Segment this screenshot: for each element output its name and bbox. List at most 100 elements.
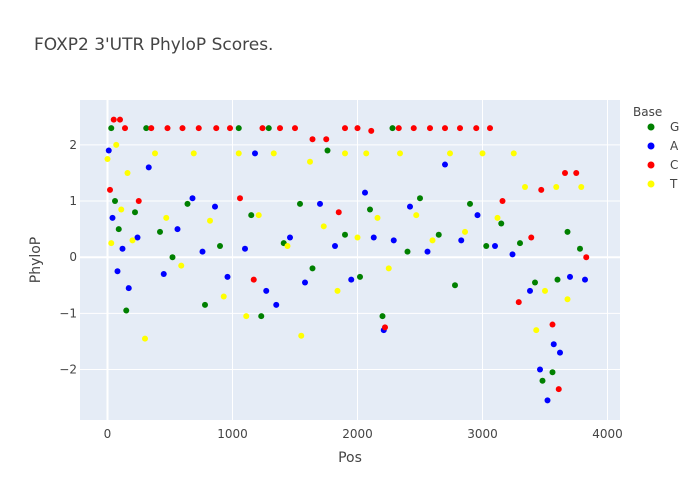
legend-marker-t (647, 180, 655, 188)
point-t (510, 150, 517, 157)
point-t (142, 335, 148, 342)
point-t (220, 293, 227, 300)
point-a (199, 248, 206, 255)
point-a (317, 200, 323, 207)
point-t (243, 313, 250, 320)
point-a (544, 397, 551, 404)
y-axis-label: PhyloP (28, 237, 44, 284)
point-g (452, 282, 458, 289)
point-a (537, 366, 543, 373)
y-tick-label: 0 (69, 250, 77, 264)
point-a (348, 276, 355, 283)
legend-item-a[interactable]: A (647, 139, 680, 153)
point-a (145, 164, 152, 171)
legend-label-c: C (670, 158, 678, 172)
point-g (258, 313, 265, 320)
point-c (555, 386, 562, 393)
point-g (265, 125, 272, 132)
point-g (357, 273, 363, 280)
point-a (567, 273, 573, 280)
x-axis-label: Pos (338, 450, 362, 466)
point-a (407, 203, 413, 210)
point-t (522, 184, 528, 191)
legend-item-c[interactable]: C (647, 158, 679, 172)
point-g (309, 265, 316, 272)
point-a (332, 242, 338, 249)
point-a (492, 242, 498, 249)
point-g (367, 206, 373, 213)
point-g (483, 242, 490, 249)
y-tick-label: 1 (69, 194, 77, 208)
point-a (370, 234, 377, 241)
point-c (259, 125, 266, 132)
x-tick-label: 2000 (342, 427, 373, 441)
legend-label-a: A (670, 139, 679, 153)
point-g (417, 195, 423, 202)
point-g (467, 200, 473, 207)
point-t (152, 150, 158, 157)
point-t (113, 141, 120, 148)
point-c (179, 125, 186, 132)
point-a (390, 237, 397, 244)
point-t (255, 212, 262, 219)
point-c (354, 125, 361, 132)
point-c (148, 125, 155, 132)
point-c (395, 125, 402, 132)
point-a (557, 349, 563, 356)
point-t (533, 327, 540, 334)
point-t (104, 155, 111, 162)
point-a (114, 268, 121, 275)
legend-title: Base (633, 105, 662, 119)
point-c (562, 169, 568, 176)
point-a (362, 189, 368, 196)
point-a (442, 161, 448, 168)
point-t (270, 150, 277, 157)
point-a (287, 234, 293, 241)
point-t (207, 217, 213, 224)
point-c (335, 209, 342, 216)
x-tick-label: 0 (104, 427, 112, 441)
point-c (309, 136, 316, 143)
point-c (107, 186, 113, 193)
legend-marker-c (647, 161, 655, 169)
point-g (324, 147, 331, 154)
y-tick-label: 2 (69, 138, 77, 152)
x-tick-label: 1000 (217, 427, 248, 441)
point-g (554, 276, 561, 283)
point-c (342, 125, 348, 132)
point-c (382, 324, 388, 331)
point-c (573, 169, 580, 176)
point-g (379, 313, 386, 320)
point-c (528, 234, 535, 241)
point-a (109, 214, 116, 221)
point-t (578, 184, 585, 191)
legend-item-g[interactable]: G (647, 120, 680, 134)
point-t (542, 287, 548, 294)
point-c (323, 136, 330, 143)
point-a (119, 245, 126, 252)
point-g (404, 248, 411, 255)
point-t (124, 169, 131, 176)
point-g (115, 226, 122, 233)
point-c (135, 198, 142, 205)
point-t (564, 296, 571, 303)
point-a (252, 150, 258, 157)
point-t (178, 262, 185, 269)
point-t (129, 237, 136, 244)
point-g (577, 245, 583, 252)
point-t (385, 265, 392, 272)
legend-item-t[interactable]: T (647, 177, 679, 191)
point-t (284, 242, 291, 249)
point-a (224, 273, 231, 280)
point-a (160, 271, 167, 278)
point-t (354, 234, 361, 241)
legend-label-g: G (670, 120, 679, 134)
point-a (134, 234, 141, 241)
point-c (538, 186, 545, 193)
point-a (424, 248, 431, 255)
point-t (334, 287, 341, 294)
point-c (277, 125, 283, 132)
y-tick-label: −1 (59, 306, 77, 320)
point-a (550, 341, 557, 348)
